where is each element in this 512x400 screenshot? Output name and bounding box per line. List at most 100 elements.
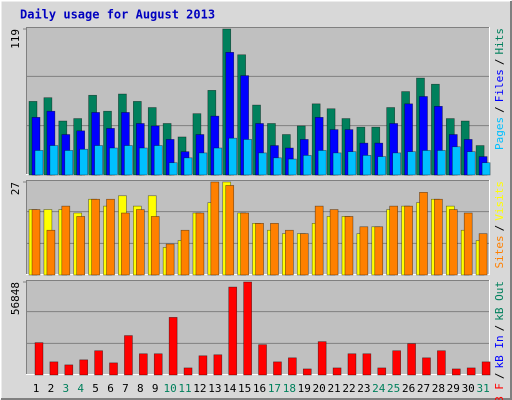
x-tick-label: 22 (342, 382, 355, 395)
bar (332, 152, 342, 176)
legend-entry: Pages (493, 117, 506, 150)
bar (150, 216, 160, 276)
bar (466, 151, 476, 176)
bar (195, 212, 205, 276)
bar (317, 150, 327, 176)
panel-bevel-dark (26, 180, 490, 275)
x-tick-label: 31 (476, 382, 489, 395)
x-tick-label: 10 (164, 382, 177, 395)
legend-entry: kB In (493, 335, 506, 368)
panel-bevel-dark (26, 280, 490, 375)
bar (109, 147, 118, 176)
x-tick-label: 17 (268, 382, 281, 395)
bar (302, 368, 312, 376)
legend: Pages / Files / Hits (493, 28, 506, 150)
x-tick-label: 14 (223, 382, 237, 395)
bar (422, 150, 431, 176)
bar (139, 147, 148, 176)
chart-title: Daily usage for August 2013 (20, 8, 215, 22)
bar (198, 355, 208, 376)
bar (228, 137, 238, 176)
x-tick-label: 6 (107, 382, 114, 395)
bar (407, 151, 416, 176)
bar (347, 353, 357, 376)
x-tick-label: 30 (462, 382, 475, 395)
bar (270, 223, 279, 276)
x-tick-label: 28 (432, 382, 445, 395)
bar (225, 185, 235, 276)
bar (451, 146, 461, 176)
y-tick-label: 56848 (9, 282, 22, 315)
bar (168, 162, 178, 176)
x-tick-label: 26 (402, 382, 415, 395)
x-tick-label: 20 (313, 382, 326, 395)
x-tick-label: 27 (417, 382, 430, 395)
x-tick-label: 24 (372, 382, 386, 395)
bar (437, 150, 446, 176)
bar (136, 209, 145, 276)
x-tick-label: 8 (137, 382, 144, 395)
legend-entry: Visits (493, 181, 506, 221)
bar (288, 158, 297, 176)
bar (374, 226, 384, 276)
bar (359, 226, 369, 276)
x-tick-label: 29 (447, 382, 460, 395)
legend-separator: / (493, 325, 506, 332)
bar (329, 209, 339, 276)
bar (347, 151, 357, 176)
bar (299, 233, 309, 276)
bar (314, 205, 324, 276)
bar (121, 212, 130, 276)
bar (124, 145, 133, 176)
y-tick-label: 119 (9, 29, 22, 49)
bar (419, 192, 428, 276)
bar (288, 357, 297, 376)
bar (106, 198, 115, 276)
x-tick-label: 21 (327, 382, 340, 395)
bar (109, 362, 118, 376)
x-tick-label: 2 (48, 382, 55, 395)
bar (210, 181, 220, 276)
x-tick-label: 4 (77, 382, 84, 395)
bar (91, 198, 100, 276)
x-tick-label: 3 (62, 382, 69, 395)
x-tick-label: 9 (152, 382, 159, 395)
bar (34, 342, 44, 376)
legend-separator: / (493, 106, 506, 113)
bar (64, 364, 74, 376)
bar (478, 233, 488, 276)
bar (243, 139, 252, 176)
x-tick-label: 16 (253, 382, 266, 395)
bar (258, 344, 267, 376)
legend-entry: Sites (493, 235, 506, 268)
x-tick-label: 23 (357, 382, 370, 395)
x-tick-label: 12 (193, 382, 206, 395)
legend-entry: Hits (493, 28, 506, 55)
bar (404, 205, 413, 276)
bar (392, 350, 401, 376)
x-tick-label: 5 (92, 382, 99, 395)
legend-separator: / (493, 225, 506, 232)
x-tick-label: 15 (238, 382, 251, 395)
legend-entry: Files (493, 69, 506, 102)
x-tick-label: 19 (298, 382, 311, 395)
bar (437, 350, 446, 376)
bar (332, 367, 342, 376)
legend-entry: kB Out (493, 281, 506, 321)
bar (168, 317, 178, 376)
legend-separator: / (493, 59, 506, 66)
bar (448, 209, 458, 276)
bar (243, 281, 252, 376)
bar (285, 229, 294, 276)
legend: kB F / kB In / kB Out (493, 281, 506, 400)
bar (61, 205, 71, 276)
bar (302, 155, 312, 176)
panel-bevel-dark (26, 27, 490, 175)
bar (362, 155, 372, 176)
bar (49, 361, 59, 376)
x-tick-label: 11 (178, 382, 191, 395)
x-tick-label: 18 (283, 382, 296, 395)
